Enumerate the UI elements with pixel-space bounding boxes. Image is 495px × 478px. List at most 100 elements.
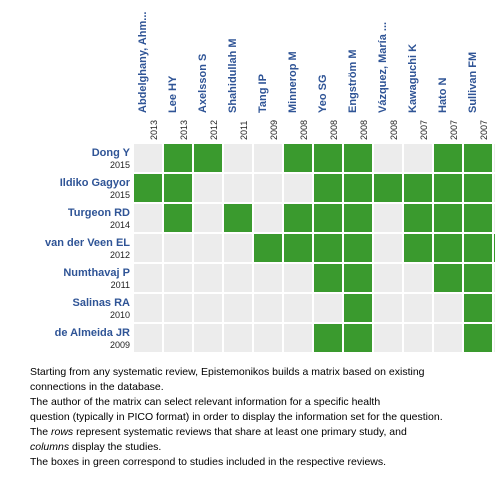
row-year: 2014 xyxy=(110,220,130,230)
caption-emphasis: rows xyxy=(51,426,74,438)
included-cell xyxy=(434,234,462,262)
included-cell xyxy=(164,144,192,172)
empty-cell xyxy=(404,144,432,172)
row-name: Ildiko Gagyor xyxy=(60,177,131,189)
column-name: Kawaguchi K xyxy=(407,44,419,113)
caption-text: question (typically in PICO format) in o… xyxy=(30,411,443,423)
empty-cell xyxy=(164,324,192,352)
empty-cell xyxy=(224,264,252,292)
column-name: Yeo SG xyxy=(317,74,329,113)
included-cell xyxy=(164,204,192,232)
empty-cell xyxy=(404,324,432,352)
empty-cell xyxy=(164,294,192,322)
included-cell xyxy=(464,174,492,202)
caption-line: The boxes in green correspond to studies… xyxy=(30,455,443,470)
caption-line: question (typically in PICO format) in o… xyxy=(30,410,443,425)
empty-cell xyxy=(224,234,252,262)
empty-cell xyxy=(254,294,282,322)
row-name: Dong Y xyxy=(92,147,131,159)
included-cell xyxy=(404,204,432,232)
empty-cell xyxy=(254,174,282,202)
empty-cell xyxy=(134,324,162,352)
included-cell xyxy=(194,144,222,172)
caption-text: Starting from any systematic review, Epi… xyxy=(30,366,425,378)
caption-line: connections in the database. xyxy=(30,380,443,395)
included-cell xyxy=(314,234,342,262)
caption-text: The author of the matrix can select rele… xyxy=(30,396,381,408)
column-year: 2012 xyxy=(209,120,219,140)
caption-emphasis: columns xyxy=(30,441,70,453)
included-cell xyxy=(344,324,372,352)
caption-text: represent systematic reviews that share … xyxy=(73,426,407,438)
included-cell xyxy=(344,204,372,232)
included-cell xyxy=(224,204,252,232)
empty-cell xyxy=(254,144,282,172)
caption-line: columns display the studies. xyxy=(30,440,443,455)
included-cell xyxy=(464,294,492,322)
row-year: 2015 xyxy=(110,190,130,200)
column-year: 2011 xyxy=(239,121,249,140)
column-year: 2007 xyxy=(449,120,459,140)
empty-cell xyxy=(374,324,402,352)
row-year: 2011 xyxy=(111,280,130,290)
included-cell xyxy=(314,264,342,292)
empty-cell xyxy=(374,144,402,172)
empty-cell xyxy=(284,294,312,322)
column-name: Hato N xyxy=(437,78,449,114)
column-name: Shahidullah M xyxy=(227,38,239,113)
column-year: 2009 xyxy=(269,120,279,140)
included-cell xyxy=(344,264,372,292)
included-cell xyxy=(284,204,312,232)
row-name: van der Veen EL xyxy=(45,237,130,249)
empty-cell xyxy=(374,234,402,262)
caption-text: display the studies. xyxy=(69,441,162,453)
empty-cell xyxy=(284,174,312,202)
caption: Starting from any systematic review, Epi… xyxy=(30,365,443,470)
row-year: 2009 xyxy=(110,340,130,350)
empty-cell xyxy=(134,264,162,292)
column-name: Axelsson S xyxy=(197,54,209,113)
caption-line: Starting from any systematic review, Epi… xyxy=(30,365,443,380)
included-cell xyxy=(164,174,192,202)
empty-cell xyxy=(164,234,192,262)
included-cell xyxy=(404,174,432,202)
empty-cell xyxy=(134,234,162,262)
row-year: 2012 xyxy=(110,250,130,260)
column-name: Lee HY xyxy=(167,75,179,113)
empty-cell xyxy=(194,264,222,292)
empty-cell xyxy=(284,324,312,352)
included-cell xyxy=(434,264,462,292)
included-cell xyxy=(284,234,312,262)
column-year: 2007 xyxy=(479,120,489,140)
included-cell xyxy=(254,234,282,262)
column-year: 2008 xyxy=(389,120,399,140)
included-cell xyxy=(464,264,492,292)
column-year: 2013 xyxy=(179,120,189,140)
empty-cell xyxy=(194,174,222,202)
row-year: 2015 xyxy=(110,160,130,170)
included-cell xyxy=(434,204,462,232)
included-cell xyxy=(134,174,162,202)
column-year: 2008 xyxy=(299,120,309,140)
empty-cell xyxy=(254,324,282,352)
empty-cell xyxy=(134,294,162,322)
empty-cell xyxy=(224,174,252,202)
empty-cell xyxy=(314,294,342,322)
column-year: 2007 xyxy=(419,120,429,140)
column-name: Minnerop M xyxy=(287,51,299,113)
included-cell xyxy=(344,234,372,262)
column-year: 2008 xyxy=(359,120,369,140)
caption-line: The author of the matrix can select rele… xyxy=(30,395,443,410)
included-cell xyxy=(434,174,462,202)
empty-cell xyxy=(404,294,432,322)
column-name: Sullivan FM xyxy=(467,52,479,113)
column-name: Vázquez, María ... xyxy=(377,22,389,113)
empty-cell xyxy=(194,204,222,232)
row-name: de Almeida JR xyxy=(55,327,130,339)
caption-text: connections in the database. xyxy=(30,381,164,393)
column-year: 2013 xyxy=(149,120,159,140)
included-cell xyxy=(344,294,372,322)
caption-line: The rows represent systematic reviews th… xyxy=(30,425,443,440)
